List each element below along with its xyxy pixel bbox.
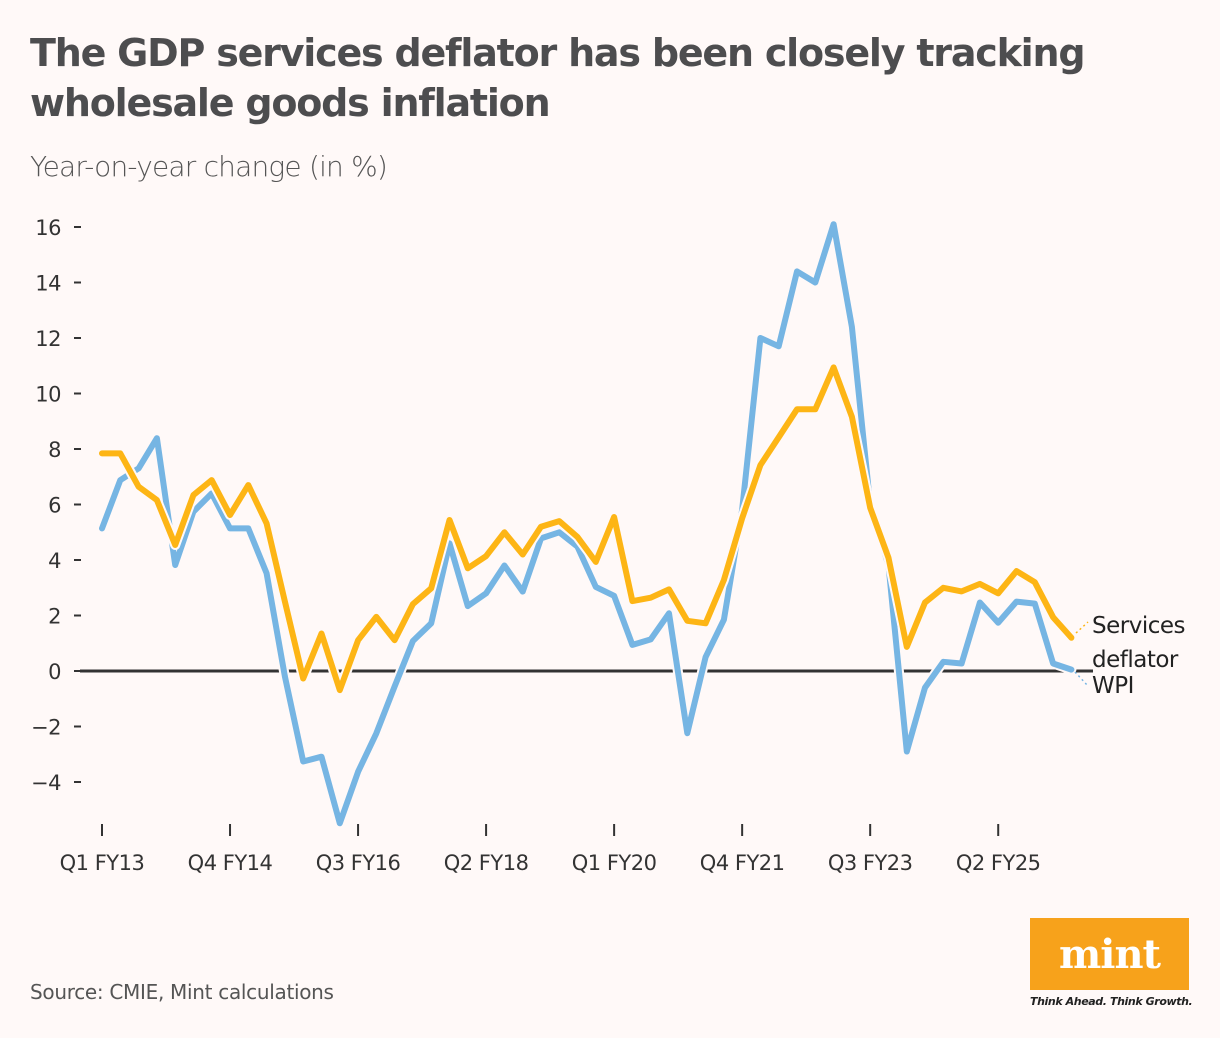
y-tick-label: 6 <box>48 494 61 518</box>
series-lines <box>97 219 1077 829</box>
services-leader-line <box>1075 621 1089 634</box>
y-tick-label: 0 <box>48 660 61 684</box>
series-label-services-line1: Services <box>1092 613 1185 639</box>
logo-tagline: Think Ahead. Think Growth. <box>1030 995 1193 1008</box>
x-tick-label: Q2 FY18 <box>444 851 529 875</box>
y-tick-label: 2 <box>48 605 61 629</box>
series-label-services-line2: deflator <box>1092 647 1179 673</box>
y-tick-label: −2 <box>31 716 61 740</box>
y-axis-label: Year-on-year change (in %) <box>30 150 388 183</box>
source-note: Source: CMIE, Mint calculations <box>30 980 334 1004</box>
y-tick-label: 14 <box>35 272 61 296</box>
series-halo <box>97 219 1077 829</box>
wpi-line <box>99 221 1075 827</box>
x-tick-label: Q4 FY21 <box>700 851 785 875</box>
x-tick-label: Q3 FY16 <box>316 851 401 875</box>
x-tick-label: Q1 FY20 <box>572 851 657 875</box>
logo-text: mint <box>1058 930 1161 978</box>
y-tick-label: 12 <box>35 327 61 351</box>
x-tick-label: Q1 FY13 <box>60 851 145 875</box>
y-tick-label: 16 <box>35 216 61 240</box>
mint-logo: mint <box>1030 918 1189 990</box>
y-tick-label: 10 <box>35 383 61 407</box>
x-tick-label: Q4 FY14 <box>188 851 273 875</box>
x-tick-label: Q2 FY25 <box>956 851 1041 875</box>
y-tick-label: 8 <box>48 438 61 462</box>
x-tick-label: Q3 FY23 <box>828 851 913 875</box>
y-axis: 16 14 12 10 8 6 4 2 0 −2 −4 <box>31 216 81 795</box>
y-tick-label: 4 <box>48 549 61 573</box>
chart-title: The GDP services deflator has been close… <box>30 31 1086 125</box>
services-deflator-line <box>99 364 1075 694</box>
series-label-wpi: WPI <box>1092 673 1134 699</box>
series-labels: Services deflator WPI <box>1074 613 1186 699</box>
wpi-leader-line <box>1074 671 1089 687</box>
x-axis: Q1 FY13 Q4 FY14 Q3 FY16 Q2 FY18 Q1 FY20 Q4 FY… <box>60 824 1041 875</box>
y-tick-label: −4 <box>31 771 61 795</box>
